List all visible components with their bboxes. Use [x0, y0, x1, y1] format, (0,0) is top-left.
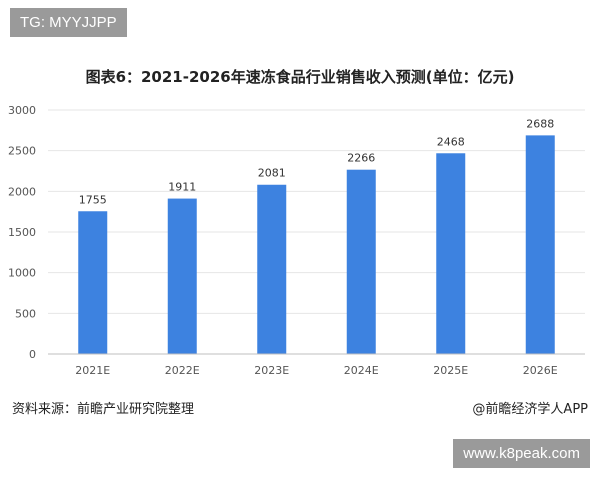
x-tick-label-2021E: 2021E [75, 364, 110, 377]
bar-2021E [78, 211, 108, 354]
gridlines [48, 109, 585, 314]
bar-2024E [346, 169, 376, 354]
chart-title: 图表6：2021-2026年速冻食品行业销售收入预测(单位：亿元) [85, 68, 515, 86]
data-label-2024E: 2266 [347, 152, 375, 165]
x-tick-label-2022E: 2022E [165, 364, 200, 377]
source-note: 资料来源：前瞻产业研究院整理 [12, 402, 195, 417]
bar-2022E [167, 198, 197, 354]
y-tick-label: 3000 [8, 104, 36, 117]
y-tick-label: 1000 [8, 267, 36, 280]
y-axis-ticks: 0 500 1000 1500 2000 2500 3000 [8, 104, 36, 361]
data-label-2022E: 1911 [168, 181, 196, 194]
bar-2025E [436, 153, 466, 354]
data-label-2026E: 2688 [526, 117, 554, 130]
x-tick-label-2026E: 2026E [523, 364, 558, 377]
bar-2023E [257, 184, 287, 354]
y-tick-label: 1500 [8, 226, 36, 239]
brand-credit: @前瞻经济学人APP [472, 402, 588, 417]
watermark-tag-bottom: www.k8peak.com [453, 439, 590, 468]
y-tick-label: 0 [29, 348, 36, 361]
y-tick-label: 2000 [8, 185, 36, 198]
data-label-2021E: 1755 [79, 193, 107, 206]
x-tick-label-2023E: 2023E [254, 364, 289, 377]
watermark-tag-top: TG: MYYJJPP [10, 8, 127, 37]
bar-2026E [525, 135, 555, 354]
y-tick-label: 500 [15, 307, 36, 320]
data-label-2023E: 2081 [258, 167, 286, 180]
bars [78, 135, 555, 354]
x-tick-label-2025E: 2025E [433, 364, 468, 377]
x-tick-label-2024E: 2024E [344, 364, 379, 377]
data-labels: 1755 1911 2081 2266 2468 2688 [79, 117, 555, 206]
x-axis-ticks: 2021E 2022E 2023E 2024E 2025E 2026E [75, 364, 557, 377]
y-tick-label: 2500 [8, 145, 36, 158]
data-label-2025E: 2468 [437, 135, 465, 148]
